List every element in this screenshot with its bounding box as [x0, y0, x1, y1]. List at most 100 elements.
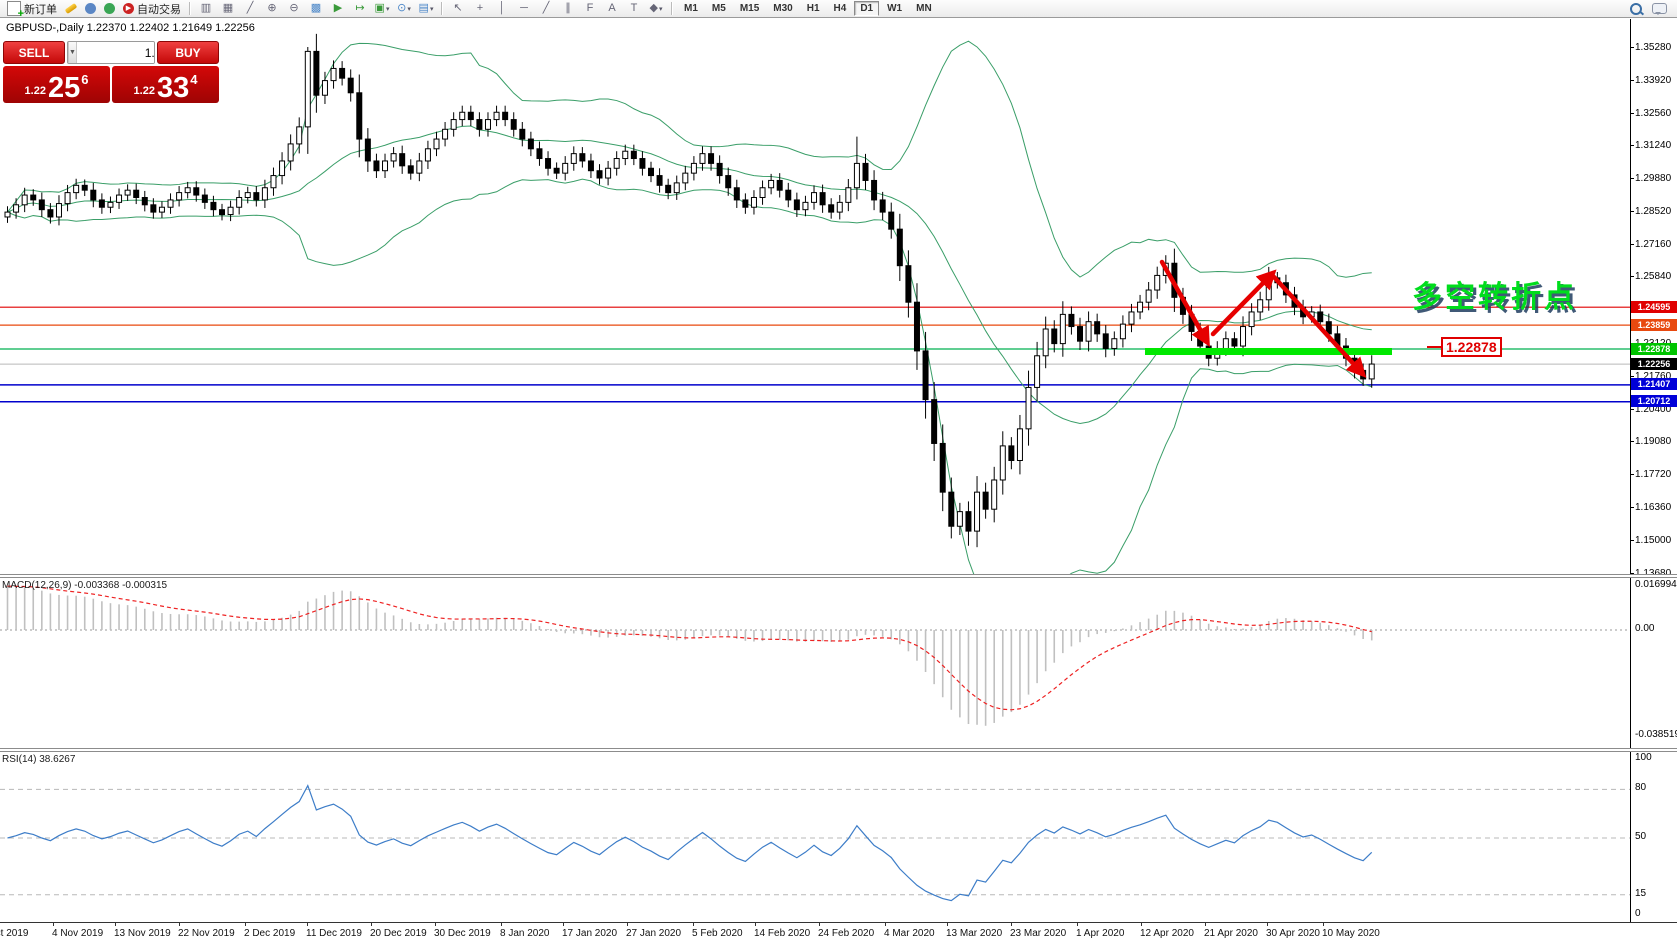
autotrading-button[interactable]: ▶ 自动交易: [119, 1, 185, 17]
shapes-button[interactable]: ◆▾: [649, 2, 663, 14]
date-tick-mark: [245, 922, 246, 926]
sell-button[interactable]: SELL: [3, 41, 65, 64]
date-label[interactable]: 10 May 2020: [1322, 928, 1380, 939]
chart-shift-button[interactable]: ↦: [355, 2, 365, 14]
date-label[interactable]: 12 Apr 2020: [1140, 928, 1194, 939]
price-badge: 1.22878: [1631, 343, 1677, 355]
price-tick-label[interactable]: 1.28520: [1635, 206, 1672, 217]
buy-price-box[interactable]: 1.22 33 4: [112, 66, 219, 103]
date-label[interactable]: 21 Apr 2020: [1204, 928, 1258, 939]
date-label[interactable]: 23 Mar 2020: [1010, 928, 1067, 939]
date-label[interactable]: 24 Feb 2020: [818, 928, 875, 939]
zoom-in-button[interactable]: ⊕: [267, 2, 277, 14]
price-tick-label[interactable]: 1.19080: [1635, 436, 1672, 447]
price-tick-label[interactable]: 1.27160: [1635, 239, 1672, 250]
period-button[interactable]: ⊙▾: [397, 2, 411, 14]
price-tick-label[interactable]: 1.17720: [1635, 469, 1672, 480]
date-label[interactable]: 8 Jan 2020: [500, 928, 550, 939]
date-tick-mark: [1205, 922, 1206, 926]
price-tick-label[interactable]: 1.16360: [1635, 502, 1672, 513]
timeframe-m30[interactable]: M30: [773, 3, 793, 14]
macd-axis-label[interactable]: 0.00: [1635, 623, 1655, 634]
line-chart-button[interactable]: ╱: [246, 2, 254, 14]
rsi-axis-label[interactable]: 50: [1635, 831, 1647, 842]
timeframe-m1[interactable]: M1: [684, 3, 698, 14]
auto-scroll-button[interactable]: ▶: [333, 2, 343, 14]
timeframe-h1[interactable]: H1: [806, 3, 820, 14]
price-tick-label[interactable]: 1.20400: [1635, 404, 1672, 415]
date-label[interactable]: 30 Apr 2020: [1266, 928, 1320, 939]
date-label[interactable]: 13 Nov 2019: [114, 928, 171, 939]
equidistant-channel-button[interactable]: ∥: [565, 2, 571, 14]
search-icon[interactable]: [1630, 2, 1642, 15]
date-label[interactable]: 22 Nov 2019: [178, 928, 235, 939]
dropdown-arrow-icon[interactable]: ▾: [658, 6, 663, 13]
templates-button[interactable]: ▤▾: [418, 2, 434, 14]
sell-price-box[interactable]: 1.22 25 6: [3, 66, 110, 103]
candlestick-chart-button[interactable]: ▦: [222, 2, 234, 14]
text-label-button[interactable]: T: [630, 2, 638, 14]
pane-separator-rsi[interactable]: [0, 748, 1677, 752]
price-tick-label[interactable]: 1.35280: [1635, 42, 1672, 53]
date-label[interactable]: 17 Jan 2020: [562, 928, 618, 939]
macd-axis-label[interactable]: -0.038519: [1635, 729, 1677, 740]
signals-button[interactable]: [100, 1, 119, 17]
date-label[interactable]: 13 Mar 2020: [946, 928, 1003, 939]
bar-chart-button[interactable]: ▥: [200, 2, 212, 14]
chat-icon[interactable]: [1652, 3, 1667, 15]
date-label[interactable]: 4 Nov 2019: [52, 928, 104, 939]
fibonacci-button[interactable]: F: [586, 2, 594, 14]
crayon-button[interactable]: [61, 1, 81, 17]
date-label[interactable]: 27 Jan 2020: [626, 928, 682, 939]
date-label[interactable]: 4 Mar 2020: [884, 928, 935, 939]
buy-price-big: 33: [156, 72, 190, 104]
price-tick-label[interactable]: 1.29880: [1635, 173, 1672, 184]
date-label[interactable]: 5 Feb 2020: [692, 928, 743, 939]
new-chart-button[interactable]: ▣▾: [374, 2, 390, 14]
rsi-axis-label[interactable]: 15: [1635, 888, 1647, 899]
crosshair-button[interactable]: +: [476, 2, 484, 14]
timeframe-d1[interactable]: D1: [854, 1, 880, 16]
timeframe-h4[interactable]: H4: [833, 3, 847, 14]
price-tick-label[interactable]: 1.31240: [1635, 140, 1672, 151]
tile-windows-button[interactable]: ▩: [310, 2, 322, 14]
dropdown-arrow-icon[interactable]: ▾: [385, 6, 390, 13]
price-tick-label[interactable]: 1.21760: [1635, 371, 1672, 382]
price-tick-label[interactable]: 1.33920: [1635, 75, 1672, 86]
community-icon: [85, 3, 96, 14]
rsi-axis-label[interactable]: 80: [1635, 782, 1647, 793]
date-label[interactable]: 11 Dec 2019: [306, 928, 362, 939]
price-tick-label[interactable]: 1.15000: [1635, 535, 1672, 546]
timeframe-w1[interactable]: W1: [887, 3, 903, 14]
timeframe-m5[interactable]: M5: [711, 3, 726, 14]
volume-decrease-button[interactable]: ▼: [68, 42, 77, 63]
date-label[interactable]: 1 Apr 2020: [1076, 928, 1125, 939]
timeframe-m15[interactable]: M15: [739, 3, 760, 14]
vertical-line-button[interactable]: │: [498, 2, 506, 14]
macd-axis-label[interactable]: 0.016994: [1635, 579, 1677, 590]
trendline-button[interactable]: ╱: [542, 2, 550, 14]
price-tick-label[interactable]: 1.32560: [1635, 108, 1672, 119]
dropdown-arrow-icon[interactable]: ▾: [407, 6, 411, 13]
date-label[interactable]: 20 Dec 2019: [370, 928, 427, 939]
cursor-button[interactable]: ↖: [453, 2, 463, 14]
dropdown-arrow-icon[interactable]: ▾: [429, 6, 434, 13]
timeframe-mn[interactable]: MN: [916, 3, 932, 14]
horizontal-line-button[interactable]: ─: [520, 2, 528, 14]
buy-button[interactable]: BUY: [157, 41, 219, 64]
date-label[interactable]: 2 Dec 2019: [244, 928, 296, 939]
text-button[interactable]: A: [608, 2, 616, 14]
rsi-axis-label[interactable]: 100: [1635, 752, 1652, 763]
date-label[interactable]: 25 Oct 2019: [0, 928, 29, 939]
pane-separator-macd[interactable]: [0, 574, 1677, 578]
date-label[interactable]: 14 Feb 2020: [754, 928, 811, 939]
community-button[interactable]: [81, 1, 100, 17]
price-tick-label[interactable]: 1.25840: [1635, 271, 1672, 282]
volume-input[interactable]: [76, 42, 154, 63]
date-label[interactable]: 30 Dec 2019: [434, 928, 491, 939]
rsi-axis-label[interactable]: 0: [1635, 908, 1641, 919]
zoom-out-button[interactable]: ⊖: [289, 2, 299, 14]
new-order-button[interactable]: + 新订单: [3, 1, 61, 20]
price-tick-label[interactable]: 1.13680: [1635, 568, 1671, 579]
